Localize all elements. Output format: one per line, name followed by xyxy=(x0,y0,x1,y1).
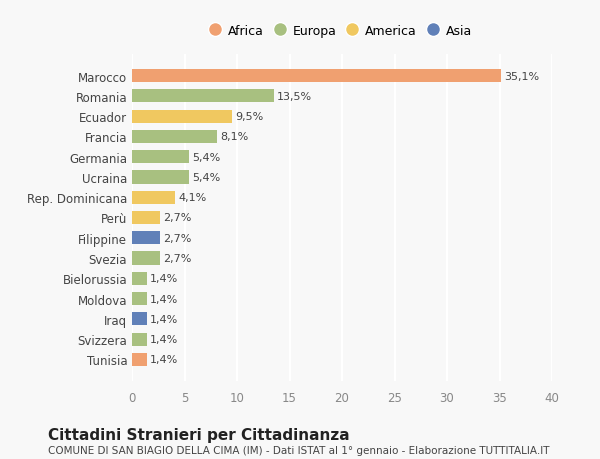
Text: 1,4%: 1,4% xyxy=(150,355,178,364)
Text: 1,4%: 1,4% xyxy=(150,294,178,304)
Text: 2,7%: 2,7% xyxy=(163,213,192,223)
Bar xyxy=(132,130,217,144)
Text: 5,4%: 5,4% xyxy=(192,152,220,162)
Text: 8,1%: 8,1% xyxy=(220,132,248,142)
Bar xyxy=(132,151,188,164)
Bar xyxy=(132,313,146,326)
Text: Cittadini Stranieri per Cittadinanza: Cittadini Stranieri per Cittadinanza xyxy=(48,427,350,442)
Bar xyxy=(132,252,160,265)
Legend: Africa, Europa, America, Asia: Africa, Europa, America, Asia xyxy=(206,19,478,45)
Text: 1,4%: 1,4% xyxy=(150,314,178,324)
Bar xyxy=(132,110,232,123)
Text: 13,5%: 13,5% xyxy=(277,92,312,102)
Text: COMUNE DI SAN BIAGIO DELLA CIMA (IM) - Dati ISTAT al 1° gennaio - Elaborazione T: COMUNE DI SAN BIAGIO DELLA CIMA (IM) - D… xyxy=(48,445,550,455)
Text: 4,1%: 4,1% xyxy=(178,193,206,203)
Bar xyxy=(132,292,146,306)
Bar xyxy=(132,70,500,83)
Text: 2,7%: 2,7% xyxy=(163,253,192,263)
Bar xyxy=(132,272,146,285)
Bar xyxy=(132,171,188,184)
Text: 1,4%: 1,4% xyxy=(150,334,178,344)
Text: 35,1%: 35,1% xyxy=(504,72,539,81)
Text: 5,4%: 5,4% xyxy=(192,173,220,183)
Bar xyxy=(132,353,146,366)
Bar xyxy=(132,90,274,103)
Bar xyxy=(132,191,175,204)
Text: 2,7%: 2,7% xyxy=(163,233,192,243)
Text: 9,5%: 9,5% xyxy=(235,112,263,122)
Bar xyxy=(132,333,146,346)
Bar xyxy=(132,212,160,224)
Text: 1,4%: 1,4% xyxy=(150,274,178,284)
Bar xyxy=(132,232,160,245)
